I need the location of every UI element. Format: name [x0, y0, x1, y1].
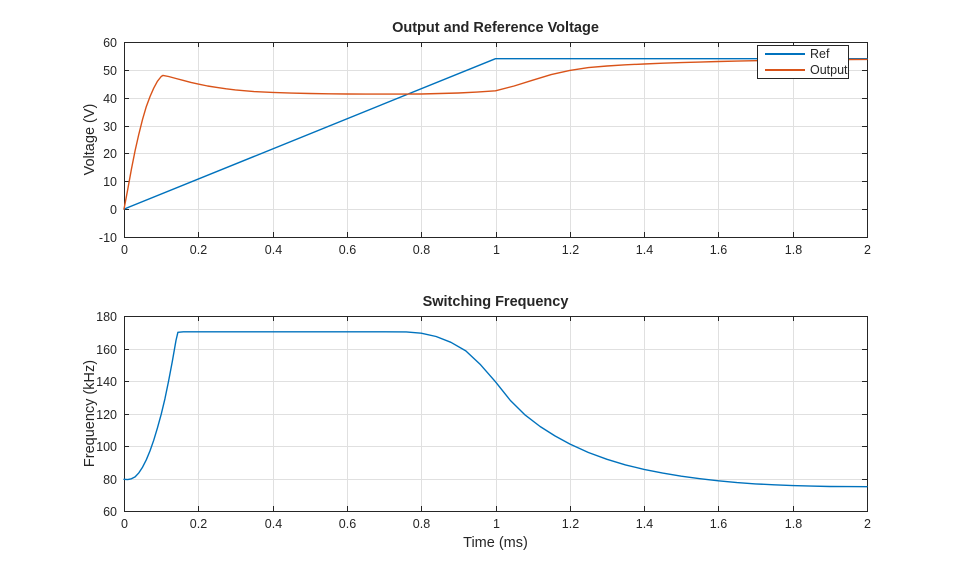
x-tick-label: 2 — [864, 517, 871, 531]
x-tick-label: 1.6 — [710, 243, 727, 257]
x-tick-label: 1.2 — [562, 243, 579, 257]
voltage-plot: 0 0.2 0.4 0.6 0.8 1 1.2 1.4 1.6 1.8 2 -10 0 10 20 30 40 5… — [82, 20, 871, 257]
x-tick-label: 1.6 — [710, 517, 727, 531]
y-tick-label: 30 — [103, 120, 117, 134]
y-tick-label: 120 — [96, 408, 117, 422]
time-x-axis-label: Time (ms) — [463, 535, 528, 551]
y-tick-label: 140 — [96, 375, 117, 389]
legend-label-output: Output — [810, 62, 848, 77]
frequency-plot: 0 0.2 0.4 0.6 0.8 1 1.2 1.4 1.6 1.8 2 60 80 100 120 140… — [82, 294, 871, 551]
y-tick-label: 60 — [103, 505, 117, 519]
x-tick-label: 1.4 — [636, 243, 653, 257]
x-tick-label: 0.4 — [265, 517, 282, 531]
x-tick-label: 0.2 — [190, 517, 207, 531]
x-tick-label: 0 — [121, 517, 128, 531]
x-tick-label: 0.4 — [265, 243, 282, 257]
y-tick-label: -10 — [99, 231, 117, 245]
x-tick-label: 0 — [121, 243, 128, 257]
legend-entry-output: Output — [765, 62, 848, 77]
ticklabel-layer: 0 0.2 0.4 0.6 0.8 1 1.2 1.4 1.6 1.8 2 -10 0 10 20 30 40 5… — [99, 36, 871, 257]
series-line-ref — [123, 58, 868, 210]
x-tick-label: 1.4 — [636, 517, 653, 531]
y-tick-label: 0 — [110, 203, 117, 217]
frequency-y-axis-label: Frequency (kHz) — [82, 360, 98, 467]
tick-layer — [124, 316, 868, 512]
x-tick-label: 0.8 — [413, 243, 430, 257]
x-tick-label: 1.8 — [785, 517, 802, 531]
x-tick-label: 1 — [493, 517, 500, 531]
tick-layer — [124, 42, 868, 238]
x-tick-label: 1.8 — [785, 243, 802, 257]
y-tick-label: 60 — [103, 36, 117, 50]
x-tick-label: 1.2 — [562, 517, 579, 531]
y-tick-label: 80 — [103, 473, 117, 487]
grid-layer — [124, 316, 868, 512]
y-tick-label: 160 — [96, 343, 117, 357]
y-tick-label: 40 — [103, 92, 117, 106]
x-tick-label: 0.2 — [190, 243, 207, 257]
y-tick-label: 50 — [103, 64, 117, 78]
voltage-y-axis-label: Voltage (V) — [82, 104, 98, 176]
grid-layer — [124, 42, 868, 238]
x-tick-label: 0.6 — [339, 517, 356, 531]
ticklabel-layer: 0 0.2 0.4 0.6 0.8 1 1.2 1.4 1.6 1.8 2 60 80 100 120 140… — [96, 310, 871, 531]
series-layer — [123, 58, 868, 210]
x-tick-label: 0.6 — [339, 243, 356, 257]
voltage-chart-title: Output and Reference Voltage — [392, 20, 599, 36]
series-layer — [123, 331, 868, 488]
series-line-output — [123, 58, 868, 210]
y-tick-label: 20 — [103, 147, 117, 161]
ref-line-sample — [765, 53, 805, 56]
x-tick-label: 0.8 — [413, 517, 430, 531]
y-tick-label: 180 — [96, 310, 117, 324]
legend: Ref Output — [757, 45, 849, 79]
y-tick-label: 10 — [103, 175, 117, 189]
x-tick-label: 1 — [493, 243, 500, 257]
y-tick-label: 100 — [96, 440, 117, 454]
legend-label-ref: Ref — [810, 46, 830, 61]
legend-entry-ref: Ref — [765, 47, 843, 62]
output-line-sample — [765, 68, 805, 71]
frequency-chart-title: Switching Frequency — [423, 294, 569, 310]
series-line-frequency — [123, 331, 868, 488]
x-tick-label: 2 — [864, 243, 871, 257]
